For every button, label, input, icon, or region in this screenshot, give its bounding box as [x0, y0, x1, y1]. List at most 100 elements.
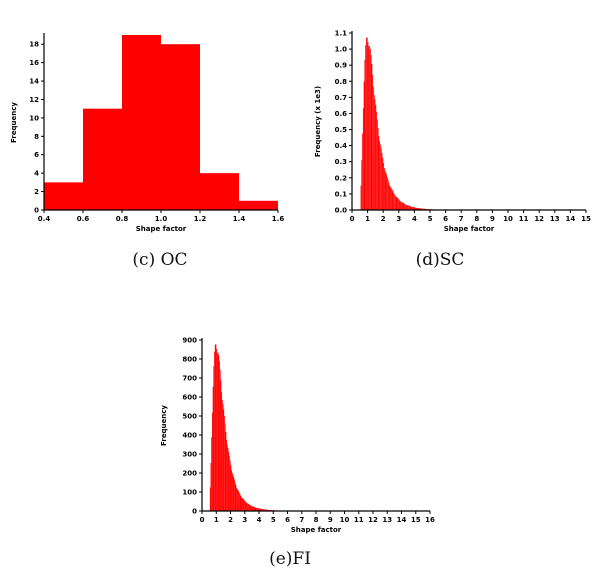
bar [408, 205, 410, 210]
bar [251, 506, 253, 511]
y-tick-label: 0.7 [335, 94, 348, 102]
y-tick-label: 2 [34, 188, 39, 196]
bar [412, 206, 413, 210]
x-tick-label: 9 [328, 516, 333, 524]
bar [240, 495, 242, 511]
bar [246, 502, 247, 511]
bar [229, 460, 231, 511]
bar [226, 444, 228, 511]
bar [366, 37, 367, 210]
bar [393, 192, 395, 210]
bar [258, 508, 260, 511]
bar [405, 204, 406, 210]
caption-oc: (c) OC [132, 250, 188, 270]
bar [253, 506, 255, 511]
bar [387, 180, 389, 210]
x-tick-label: 10 [340, 516, 350, 524]
bar [212, 386, 214, 511]
bar [257, 508, 259, 511]
bar [394, 194, 395, 210]
bar [416, 207, 418, 210]
bar [225, 431, 227, 511]
bar [385, 172, 387, 210]
bar [265, 509, 267, 511]
y-tick-label: 0 [34, 207, 39, 215]
y-axis-label: Frequency (x 1e3) [314, 86, 322, 157]
bar [252, 506, 254, 511]
y-tick-label: 0.6 [335, 110, 348, 118]
bar [415, 207, 417, 210]
bar [392, 191, 394, 210]
y-tick-label: 500 [182, 413, 197, 421]
bar [213, 366, 215, 511]
bar [404, 203, 406, 210]
bar [256, 508, 258, 511]
x-tick-label: 13 [550, 215, 560, 223]
chart-panel-sc: 0.0 0.1 0.2 0.3 0.4 0.5 0.6 0.7 0.8 0.9 1.0 1.1 0 1 2 3… [305, 0, 603, 245]
bar [219, 369, 221, 511]
bar [220, 380, 222, 511]
bar [377, 127, 379, 210]
bar [211, 412, 213, 511]
bar [361, 160, 363, 210]
bar [381, 152, 383, 210]
bar [251, 506, 252, 511]
y-tick-label: 16 [29, 59, 39, 67]
x-tick-label: 1.6 [272, 215, 285, 223]
bar [384, 170, 386, 210]
x-tick-label: 11 [354, 516, 364, 524]
bar [211, 437, 213, 511]
x-tick-label: 12 [368, 516, 378, 524]
bar [227, 447, 229, 511]
bar [237, 490, 239, 511]
bar [244, 501, 246, 511]
x-tick-label: 0.6 [77, 215, 90, 223]
y-tick-label: 12 [29, 96, 39, 104]
y-tick-label: 0.3 [335, 158, 348, 166]
y-tick-label: 100 [182, 489, 197, 497]
bar [254, 507, 256, 511]
bar [371, 63, 373, 211]
x-tick-label: 7 [299, 516, 304, 524]
x-tick-label: 11 [519, 215, 529, 223]
x-tick-label: 14 [566, 215, 576, 223]
x-tick-label: 5 [271, 516, 276, 524]
bar [421, 208, 423, 210]
y-tick-label: 8 [34, 133, 39, 141]
bar [210, 463, 212, 511]
bar [219, 361, 220, 511]
bar [239, 494, 241, 511]
bar [401, 202, 403, 210]
bar [216, 352, 218, 511]
bar [362, 133, 363, 210]
bar [373, 94, 375, 210]
y-tick-label: 0.5 [335, 126, 348, 134]
y-tick-label: 0.0 [335, 207, 348, 215]
bar [44, 182, 83, 210]
y-tick-label: 600 [182, 394, 197, 402]
y-tick-label: 10 [29, 114, 39, 122]
bar [391, 189, 393, 210]
bar [263, 509, 265, 511]
bar [249, 504, 250, 511]
bar [397, 197, 399, 210]
bar [409, 206, 411, 210]
chart-panel-oc: 0 2 4 6 8 10 12 14 16 18 0.4 0.6 0.8 1.0 1.2 1.4 1.6 Shap… [0, 0, 300, 245]
bar [230, 465, 232, 511]
bar [246, 503, 248, 511]
bar [200, 173, 239, 210]
bar [396, 197, 398, 210]
bar [256, 507, 257, 511]
bar [374, 99, 376, 210]
bar [226, 439, 228, 511]
bar [414, 207, 416, 210]
bar [398, 199, 400, 210]
bar [382, 157, 384, 210]
y-axis-label: Frequency [10, 102, 18, 143]
y-tick-label: 0.8 [335, 78, 348, 86]
bar [401, 201, 402, 210]
bar [223, 409, 225, 511]
y-tick-label: 0 [192, 508, 197, 516]
bar [383, 167, 385, 210]
x-tick-label: 12 [534, 215, 544, 223]
